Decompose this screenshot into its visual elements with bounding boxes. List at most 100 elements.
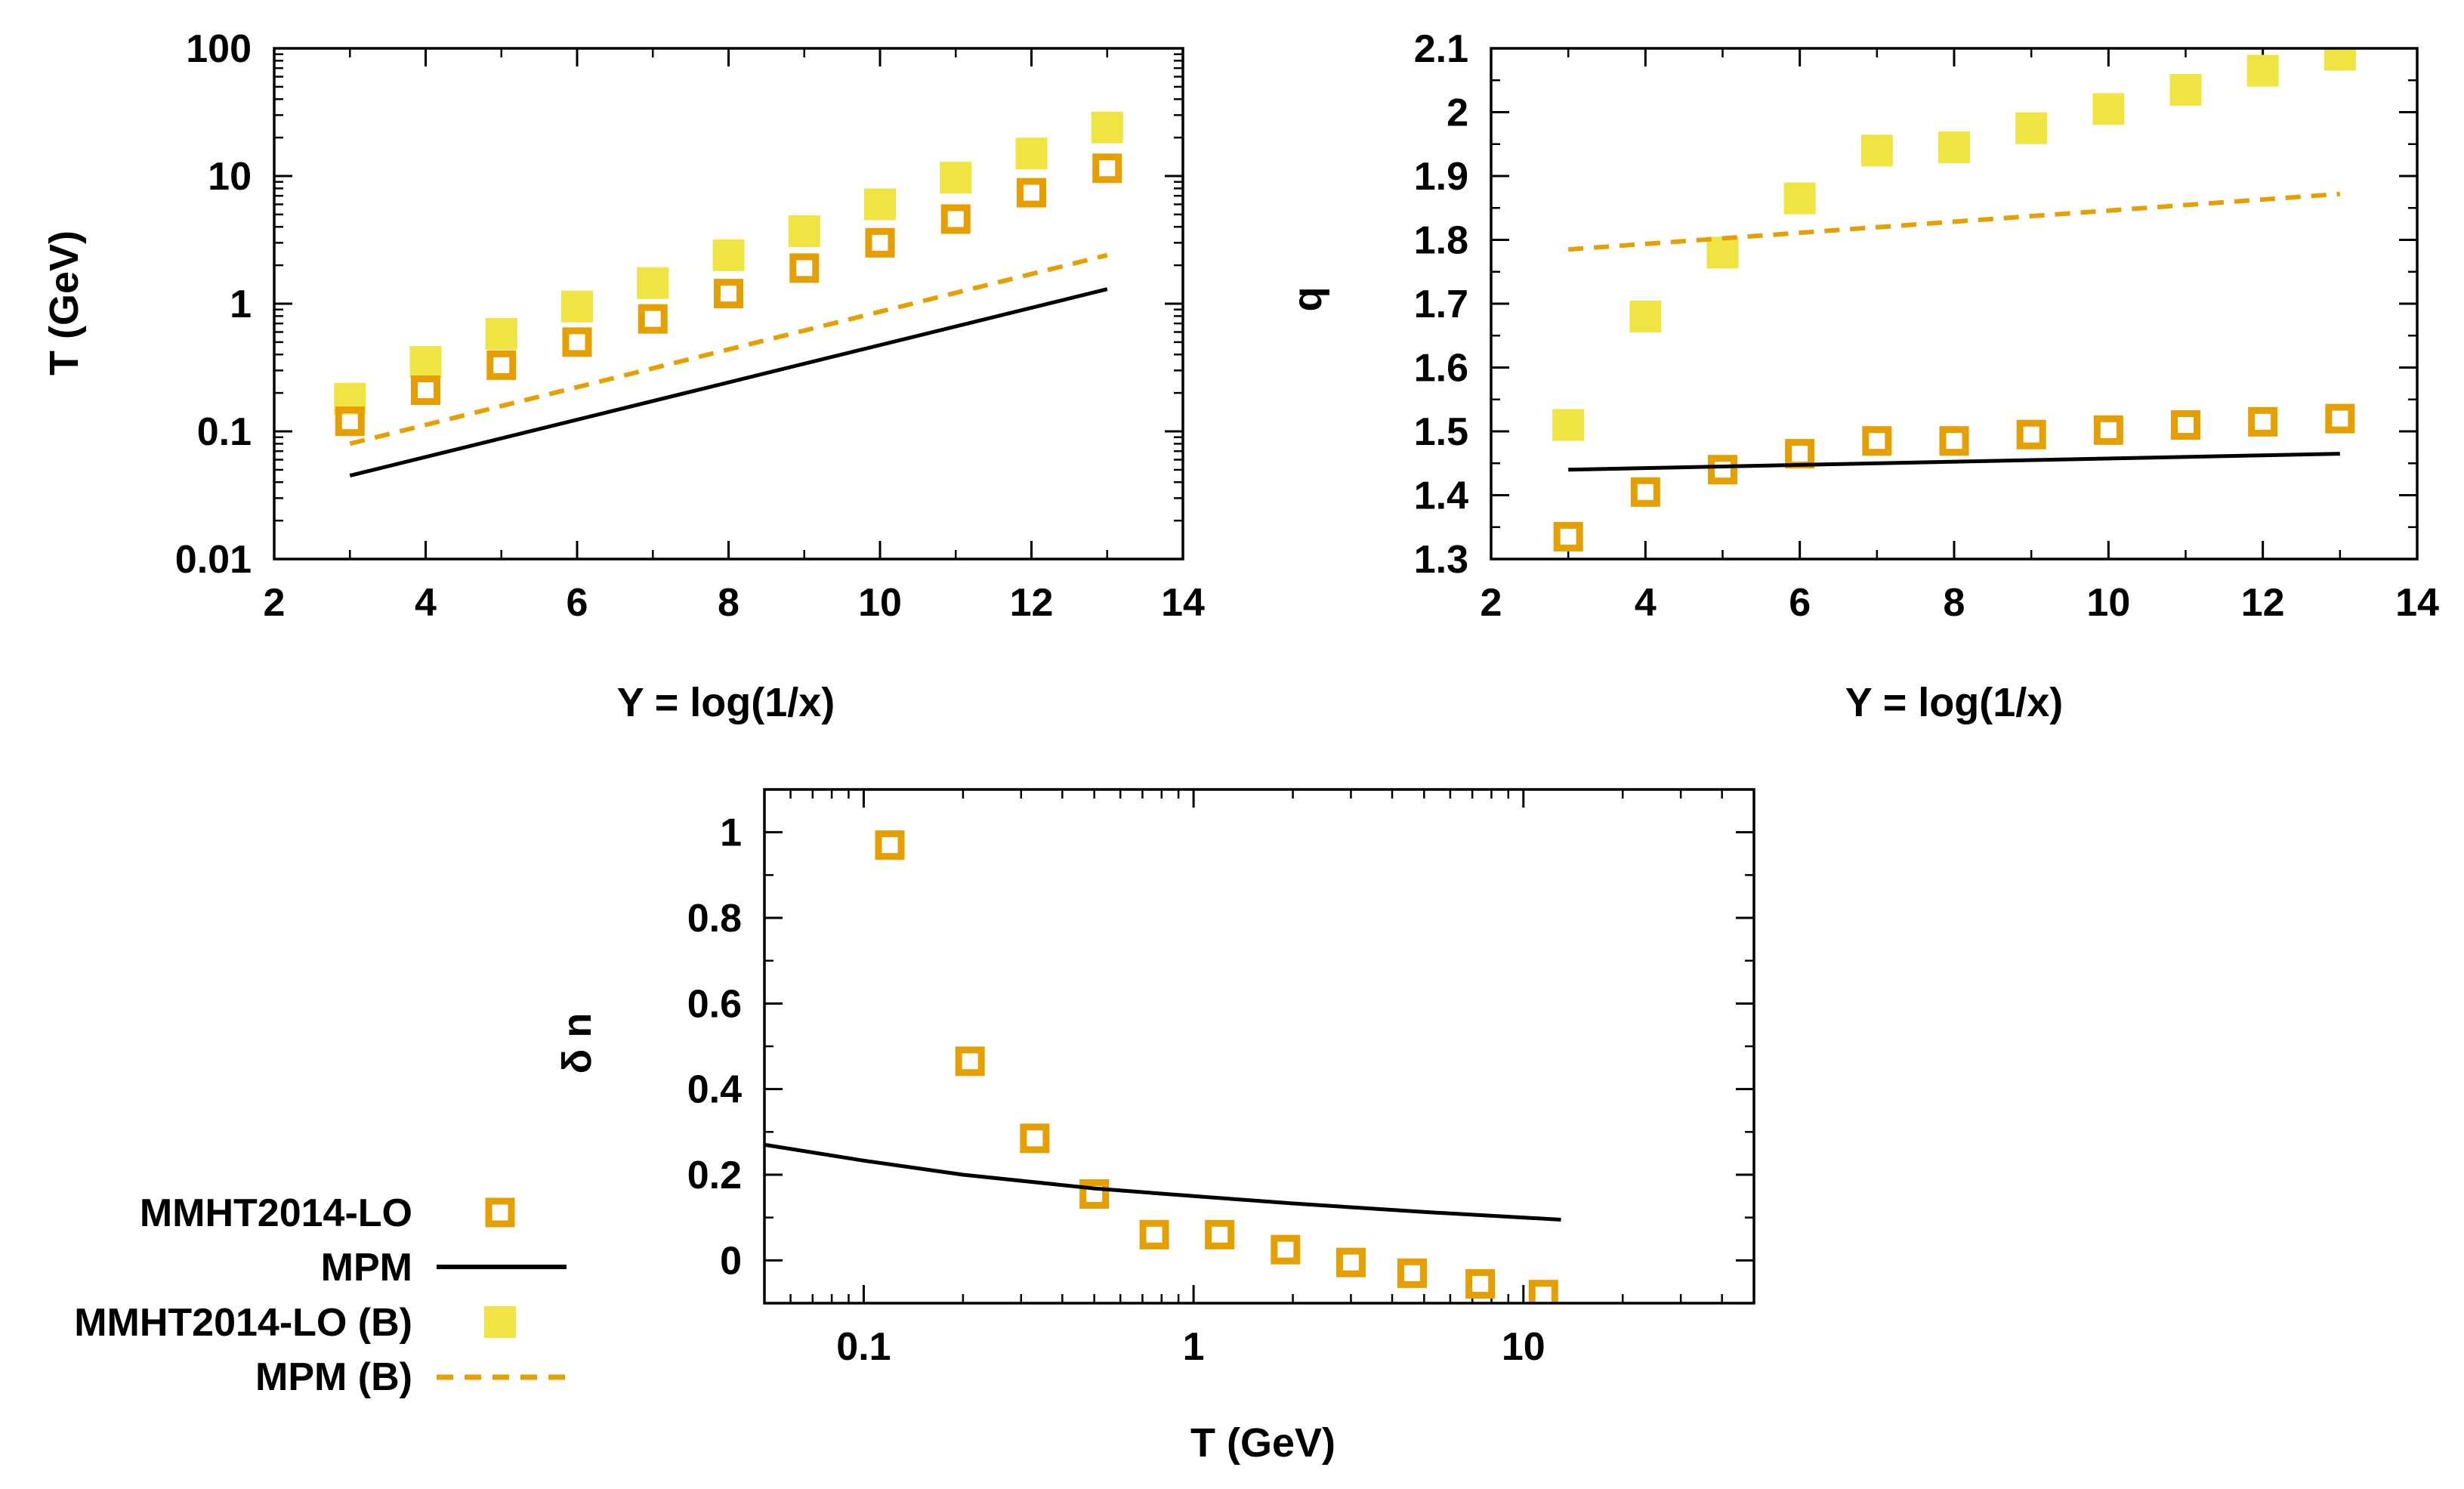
panel-T_vs_Y-point-mmht2014-lo: [411, 375, 440, 406]
panel-T_vs_Y-point-mmht2014-lo: [865, 227, 895, 258]
legend-marker-filled-square: [484, 1306, 516, 1338]
panel-q_vs_Y-point-mmht2014-lo: [2093, 415, 2123, 445]
panel-q_vs_Y-x-tick-label: 8: [1944, 581, 1965, 625]
panel-q-ylabel: q: [1285, 287, 1330, 312]
panel-q_vs_Y-y-tick-label: 1.9: [1414, 155, 1468, 199]
panel-T_vs_Y-x-tick-label: 6: [567, 581, 588, 625]
panel-dn_vs_T-frame: [763, 788, 1755, 1305]
panel-q_vs_Y-point-mmht2014-lo: [2016, 419, 2046, 449]
panel-T_vs_Y-point-mmht2014-lo-b: [637, 267, 669, 299]
panel-q_vs_Y-point-mmht2014-lo-b: [2015, 112, 2048, 144]
panel-q_vs_Y-point-mmht2014-lo: [1553, 521, 1583, 551]
panel-dn_vs_T-point-mmht2014-lo: [1271, 1234, 1301, 1265]
panel-q_vs_Y-point-mmht2014-lo: [1862, 426, 1892, 456]
panel-dn_vs_T-point-mmht2014-lo: [955, 1046, 985, 1077]
panel-q_vs_Y-point-mmht2014-lo-b: [1860, 134, 1893, 167]
panel-T_vs_Y-x-tick-label: 12: [1010, 581, 1054, 625]
panel-q_vs_Y-x-tick-label: 12: [2241, 581, 2285, 625]
panel-T_vs_Y-y-tick-label: 1: [230, 283, 252, 326]
panel-q_vs_Y-point-mmht2014-lo: [1708, 455, 1737, 485]
legend-label-mmht2014-lo-b: MMHT2014-LO (B): [74, 1301, 412, 1345]
panel-T_vs_Y-point-mmht2014-lo: [714, 279, 743, 309]
panel-dn_vs_T-y-tick-label: 0.6: [687, 982, 742, 1026]
panel-T_vs_Y-y-tick-label: 100: [186, 27, 252, 71]
panel-q_vs_Y-x-tick-label: 10: [2086, 581, 2130, 625]
panel-dn_vs_T-point-mmht2014-lo: [875, 830, 905, 860]
panel-dn_vs_T-point-mmht2014-lo: [1020, 1123, 1050, 1154]
panel-dn_vs_T-y-tick-label: 0: [720, 1239, 742, 1283]
panel-q_vs_Y-y-tick-label: 2.1: [1414, 27, 1468, 71]
panel-T_vs_Y-point-mmht2014-lo: [335, 406, 365, 437]
panel-dn_vs_T-y-tick-label: 0.8: [687, 897, 742, 941]
panel-T_vs_Y-point-mmht2014-lo: [562, 327, 592, 357]
panel-q_vs_Y-point-mmht2014-lo: [1939, 426, 1969, 456]
panel-dn_vs_T-point-mmht2014-lo: [1139, 1219, 1169, 1250]
panel-T_vs_Y-point-mmht2014-lo: [940, 204, 971, 234]
panel-q-xlabel: Y = log(1/x): [1845, 680, 2064, 725]
legend-marker-open-square: [485, 1197, 515, 1228]
panel-q_vs_Y-series-mpm-b: [1567, 191, 2341, 252]
panel-delta-n-ylabel: δ n: [554, 1013, 600, 1074]
panel-T_vs_Y-point-mmht2014-lo: [486, 350, 517, 380]
panel-T_vs_Y-point-mmht2014-lo-b: [1091, 111, 1123, 144]
panel-T_vs_Y-y-tick-label: 0.01: [175, 538, 252, 582]
panel-dn_vs_T-point-mmht2014-lo: [1397, 1258, 1428, 1288]
legend-label-mpm-b: MPM (B): [255, 1355, 412, 1399]
panel-q_vs_Y-y-tick-label: 2: [1447, 91, 1468, 135]
panel-dn_vs_T-x-tick-label: 10: [1502, 1325, 1545, 1369]
panel-dn_vs_T-point-mmht2014-lo: [1079, 1179, 1110, 1209]
panel-T_vs_Y-point-mmht2014-lo-b: [712, 239, 745, 271]
panel-temperature-xlabel: Y = log(1/x): [617, 680, 835, 725]
panel-T_vs_Y-point-mmht2014-lo: [1017, 178, 1046, 208]
panel-q_vs_Y-point-mmht2014-lo: [2248, 406, 2278, 437]
panel-q_vs_Y-point-mmht2014-lo-b: [1706, 236, 1739, 269]
panel-dn_vs_T-point-mmht2014-lo: [1465, 1269, 1496, 1299]
panel-T_vs_Y-x-tick-label: 10: [858, 581, 902, 625]
panel-q_vs_Y-point-mmht2014-lo-b: [1783, 182, 1816, 215]
panel-T_vs_Y-x-tick-label: 14: [1161, 581, 1205, 625]
panel-q-vs-rapidity: Y = log(1/x) q 2 4 6 8 10 12 14 1.3 1.4 1.5 1.6 1.7…: [1285, 27, 2439, 725]
panel-q_vs_Y-y-tick-label: 1.3: [1414, 538, 1468, 582]
panel-q_vs_Y-x-tick-label: 4: [1635, 581, 1657, 625]
panel-T_vs_Y-point-mmht2014-lo-b: [864, 188, 896, 221]
panel-T_vs_Y-point-mmht2014-lo: [789, 253, 820, 283]
panel-dn_vs_T-plot-area: [764, 830, 1561, 1303]
panel-T_vs_Y-series-mpm: [349, 287, 1108, 478]
panel-temperature-vs-rapidity: Y = log(1/x) T (GeV) 2 4 6 8 10 12 14 0.01 0.1 1 1…: [42, 27, 1205, 725]
panel-dn_vs_T-y-tick-label: 0.4: [687, 1068, 742, 1112]
panel-T_vs_Y-x-tick-label: 4: [415, 581, 437, 625]
panel-dn_vs_T-y-tick-label: 1: [720, 811, 742, 855]
panel-T_vs_Y-y-tick-label: 10: [208, 155, 252, 199]
panel-T_vs_Y-point-mmht2014-lo: [1092, 153, 1122, 184]
panel-T_vs_Y-point-mmht2014-lo-b: [940, 162, 972, 194]
panel-q_vs_Y-y-tick-label: 1.4: [1414, 474, 1468, 518]
panel-q_vs_Y-x-tick-label: 6: [1789, 581, 1811, 625]
panel-q_vs_Y-point-mmht2014-lo-b: [2324, 48, 2356, 71]
panel-T_vs_Y-x-tick-label: 8: [718, 581, 740, 625]
panel-T_vs_Y-point-mmht2014-lo-b: [788, 215, 820, 247]
panel-q_vs_Y-plot-area: [1552, 48, 2356, 551]
panel-T_vs_Y-frame: [273, 47, 1184, 561]
panel-dn_vs_T-x-tick-label: 0.1: [836, 1325, 891, 1369]
panel-T_vs_Y-point-mmht2014-lo-b: [409, 346, 442, 378]
panel-T_vs_Y-plot-area: [334, 111, 1123, 478]
panel-T_vs_Y-point-mmht2014-lo-b: [1015, 137, 1048, 170]
panel-q_vs_Y-point-mmht2014-lo: [2325, 403, 2355, 434]
panel-q_vs_Y-x-tick-label: 2: [1481, 581, 1502, 625]
panel-dn_vs_T-y-tick-label: 0.2: [687, 1154, 742, 1197]
panel-T_vs_Y-point-mmht2014-lo-b: [561, 290, 593, 323]
panel-dn_vs_T-point-mmht2014-lo: [1205, 1219, 1235, 1250]
panel-q_vs_Y-y-tick-label: 1.6: [1414, 347, 1468, 391]
legend-label-mpm: MPM: [321, 1246, 412, 1290]
legend-label-mmht2014-lo: MMHT2014-LO: [140, 1191, 412, 1235]
panel-q_vs_Y-point-mmht2014-lo-b: [1552, 409, 1585, 441]
panel-dn_vs_T-series-mpm: [764, 1142, 1561, 1222]
panel-delta-n-xlabel: T (GeV): [1190, 1420, 1335, 1466]
panel-T_vs_Y-point-mmht2014-lo: [638, 304, 668, 334]
panel-dn_vs_T-point-mmht2014-lo: [1528, 1280, 1558, 1303]
panel-q_vs_Y-point-mmht2014-lo-b: [2092, 93, 2125, 125]
panel-T_vs_Y-y-tick-label: 0.1: [197, 410, 252, 454]
panel-q_vs_Y-y-tick-label: 1.8: [1414, 219, 1468, 263]
panel-q_vs_Y-x-tick-label: 14: [2395, 581, 2439, 625]
